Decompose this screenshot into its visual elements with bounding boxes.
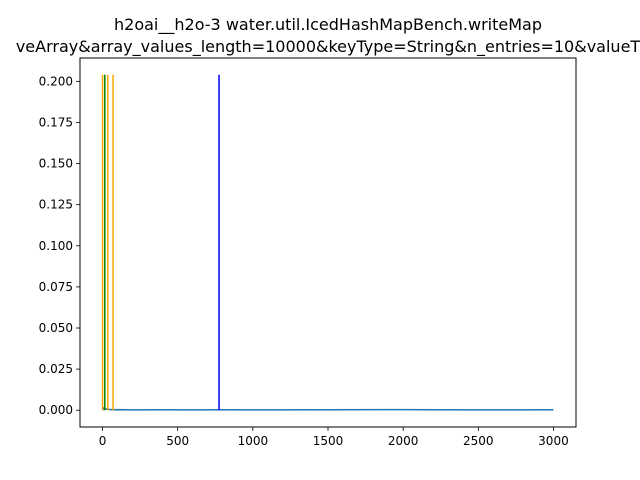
y-tick-label: 0.050 xyxy=(39,321,73,335)
y-tick-label: 0.100 xyxy=(39,239,73,253)
y-tick-label: 0.075 xyxy=(39,280,73,294)
y-tick-label: 0.175 xyxy=(39,115,73,129)
plot-marks xyxy=(101,74,554,411)
x-tick-label: 2000 xyxy=(388,434,419,448)
y-tick-label: 0.025 xyxy=(39,362,73,376)
y-axis: 0.000 0.025 0.050 0.075 0.100 0.125 0.150 0.175… xyxy=(39,74,80,417)
x-tick-label: 0 xyxy=(99,434,107,448)
y-tick-label: 0.150 xyxy=(39,157,73,171)
x-tick-label: 1000 xyxy=(238,434,269,448)
plot-frame xyxy=(79,57,577,428)
x-axis: 0 500 1000 1500 2000 2500 3000 xyxy=(99,427,569,448)
series-line-0 xyxy=(101,406,554,411)
chart-title-line2: veArray&array_values_length=10000&keyTyp… xyxy=(16,37,640,57)
y-tick-label: 0.125 xyxy=(39,198,73,212)
x-tick-label: 3000 xyxy=(538,434,569,448)
y-tick-label: 0.000 xyxy=(39,403,73,417)
x-tick-label: 2500 xyxy=(463,434,494,448)
x-tick-label: 1500 xyxy=(313,434,344,448)
chart-title-line1: h2oai__h2o-3 water.util.IcedHashMapBench… xyxy=(114,15,542,35)
y-tick-label: 0.200 xyxy=(39,74,73,88)
x-tick-label: 500 xyxy=(166,434,189,448)
